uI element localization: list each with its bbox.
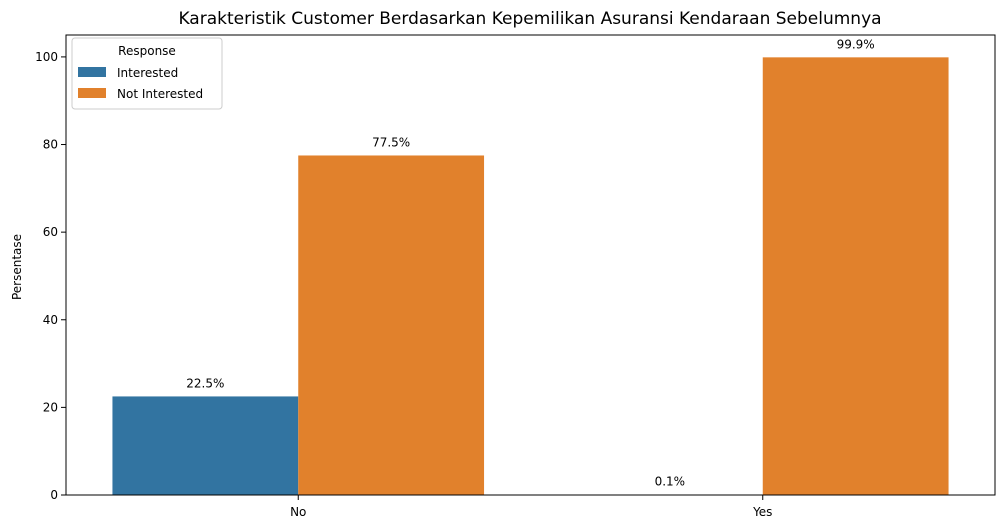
bar-interested-no: [112, 396, 299, 495]
y-tick-label: 40: [43, 313, 58, 327]
bar-not-interested-no: [298, 155, 485, 495]
x-tick-label: No: [290, 505, 306, 519]
y-tick-label: 80: [43, 138, 58, 152]
legend-swatch: [78, 67, 106, 77]
y-axis-ticks: 0 20 40 60 80 100: [35, 50, 66, 502]
y-tick-label: 0: [50, 488, 58, 502]
y-axis-label: Persentase: [10, 234, 24, 300]
x-tick-label: Yes: [752, 505, 772, 519]
legend-entry-label: Not Interested: [117, 87, 203, 101]
data-label: 22.5%: [186, 376, 224, 390]
y-tick-label: 20: [43, 400, 58, 414]
legend-entry-label: Interested: [117, 66, 178, 80]
x-axis-ticks: No Yes: [290, 495, 772, 519]
data-label: 99.9%: [837, 37, 875, 51]
plot-area-frame: [65, 34, 996, 496]
legend: Response Interested Not Interested: [71, 37, 223, 110]
legend-title: Response: [118, 44, 176, 58]
bar-not-interested-yes: [762, 57, 949, 495]
bars-group: [112, 57, 949, 495]
data-label: 0.1%: [655, 475, 686, 489]
data-label: 77.5%: [372, 135, 410, 149]
data-labels-group: 22.5% 0.1% 77.5% 99.9%: [186, 37, 874, 488]
legend-swatch: [78, 88, 106, 98]
y-tick-label: 100: [35, 50, 58, 64]
y-tick-label: 60: [43, 225, 58, 239]
legend-box: [71, 37, 223, 110]
chart-title: Karakteristik Customer Berdasarkan Kepem…: [178, 9, 881, 29]
